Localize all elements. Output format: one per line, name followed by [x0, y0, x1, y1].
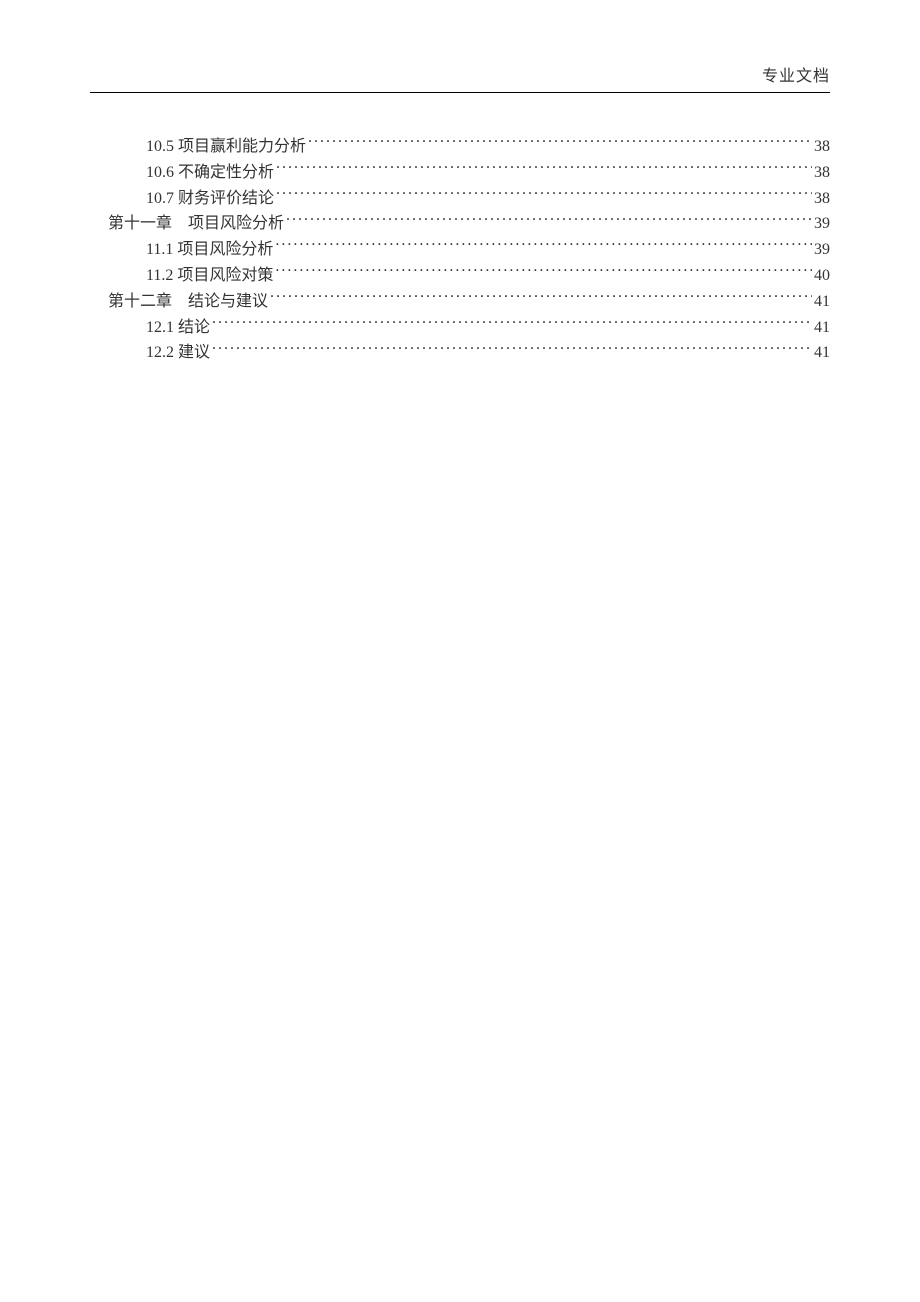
- toc-entry: 10.5 项目赢利能力分析 38: [108, 135, 830, 160]
- toc-leader-dots: [270, 290, 812, 306]
- toc-entry-title: 10.6 不确定性分析: [146, 161, 274, 186]
- toc-entry-title: 10.5 项目赢利能力分析: [146, 135, 306, 160]
- toc-entry: 11.1 项目风险分析 39: [108, 238, 830, 263]
- toc-leader-dots: [308, 135, 812, 151]
- toc-entry-title: 12.1 结论: [146, 316, 210, 341]
- table-of-contents: 10.5 项目赢利能力分析 38 10.6 不确定性分析 38 10.7 财务评…: [90, 135, 830, 366]
- toc-entry: 12.2 建议 41: [108, 341, 830, 366]
- page-header: 专业文档: [90, 62, 830, 93]
- toc-entry: 11.2 项目风险对策 40: [108, 264, 830, 289]
- toc-leader-dots: [212, 341, 812, 357]
- toc-entry-page: 41: [814, 341, 830, 366]
- toc-entry-title: 第十一章 项目风险分析: [108, 212, 284, 237]
- toc-entry: 10.6 不确定性分析 38: [108, 161, 830, 186]
- toc-entry-page: 41: [814, 290, 830, 315]
- toc-leader-dots: [276, 161, 812, 177]
- toc-leader-dots: [275, 238, 812, 254]
- toc-leader-dots: [286, 212, 812, 228]
- toc-leader-dots: [275, 264, 812, 280]
- toc-entry-page: 38: [814, 187, 830, 212]
- document-page: 专业文档 10.5 项目赢利能力分析 38 10.6 不确定性分析 38 10.…: [0, 0, 920, 1302]
- toc-entry: 10.7 财务评价结论 38: [108, 187, 830, 212]
- toc-entry-title: 11.2 项目风险对策: [146, 264, 273, 289]
- toc-entry-page: 41: [814, 316, 830, 341]
- toc-entry: 第十一章 项目风险分析 39: [108, 212, 830, 237]
- toc-entry-title: 12.2 建议: [146, 341, 210, 366]
- toc-leader-dots: [276, 187, 812, 203]
- toc-entry-title: 11.1 项目风险分析: [146, 238, 273, 263]
- toc-entry-page: 39: [814, 238, 830, 263]
- toc-entry-title: 第十二章 结论与建议: [108, 290, 268, 315]
- toc-entry-page: 38: [814, 161, 830, 186]
- toc-entry: 12.1 结论 41: [108, 316, 830, 341]
- toc-entry-page: 40: [814, 264, 830, 289]
- toc-leader-dots: [212, 316, 812, 332]
- toc-entry: 第十二章 结论与建议 41: [108, 290, 830, 315]
- toc-entry-title: 10.7 财务评价结论: [146, 187, 274, 212]
- header-label: 专业文档: [762, 62, 830, 86]
- toc-entry-page: 38: [814, 135, 830, 160]
- toc-entry-page: 39: [814, 212, 830, 237]
